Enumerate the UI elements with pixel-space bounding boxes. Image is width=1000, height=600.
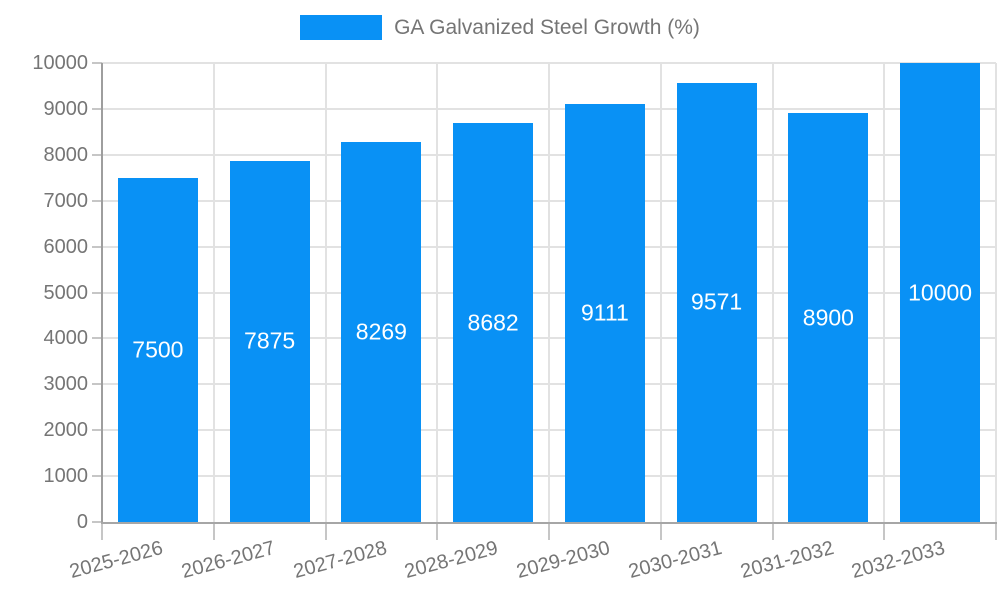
- bar[interactable]: 10000: [900, 63, 981, 522]
- bar[interactable]: 8900: [788, 113, 869, 522]
- y-axis-label: 3000: [43, 373, 89, 396]
- bar-value-label: 10000: [908, 279, 973, 305]
- bar[interactable]: 8269: [341, 142, 422, 522]
- gridline-vertical: [436, 63, 439, 522]
- y-axis-tick: [92, 337, 102, 340]
- gridline-vertical: [659, 63, 662, 522]
- x-axis-line: [101, 522, 997, 524]
- y-axis-label: 1000: [43, 465, 89, 488]
- x-axis-tick: [771, 522, 774, 540]
- x-axis-label: 2029-2030: [514, 537, 613, 584]
- gridline-vertical: [548, 63, 550, 522]
- y-axis-label: 2000: [43, 419, 89, 442]
- legend-item[interactable]: GA Galvanized Steel Growth (%): [0, 15, 1000, 40]
- bar-value-label: 7500: [132, 336, 184, 363]
- y-axis-tick: [92, 521, 102, 523]
- x-axis-label: 2026-2027: [179, 537, 278, 584]
- y-axis-tick: [92, 62, 102, 64]
- x-axis-tick: [548, 522, 550, 540]
- x-axis-tick: [436, 522, 439, 540]
- y-axis-label: 5000: [43, 281, 89, 304]
- y-axis-tick: [92, 107, 102, 110]
- bar-value-label: 8269: [355, 318, 407, 345]
- gridline-vertical: [883, 63, 886, 522]
- gridline-vertical: [324, 63, 327, 522]
- y-axis-tick: [92, 199, 102, 202]
- y-axis-line: [101, 63, 103, 524]
- x-axis-tick: [659, 522, 662, 540]
- gridline-vertical: [995, 63, 997, 522]
- gridline-vertical: [212, 63, 215, 522]
- y-axis-label: 8000: [43, 143, 89, 166]
- bar-value-label: 9111: [580, 299, 629, 326]
- y-axis-label: 6000: [43, 235, 89, 258]
- x-axis-tick: [212, 522, 215, 540]
- bar[interactable]: 9571: [676, 82, 757, 522]
- y-axis-label: 9000: [43, 97, 89, 120]
- y-axis-tick: [92, 291, 102, 294]
- x-axis-label: 2031-2032: [737, 537, 837, 584]
- gridline-vertical: [771, 63, 774, 522]
- legend-label: GA Galvanized Steel Growth (%): [394, 16, 700, 39]
- x-axis-tick: [995, 522, 997, 540]
- y-axis-tick: [92, 383, 102, 386]
- y-axis-label: 10000: [32, 52, 88, 74]
- bar[interactable]: 9111: [564, 103, 645, 522]
- y-axis-tick: [92, 245, 102, 248]
- bar-value-label: 8900: [802, 304, 854, 331]
- bar[interactable]: 7500: [117, 177, 198, 522]
- legend-swatch-icon: [300, 15, 383, 40]
- y-axis-label: 0: [76, 511, 88, 533]
- x-axis-label: 2025-2026: [67, 537, 166, 584]
- y-axis-label: 4000: [43, 327, 89, 350]
- bar[interactable]: 7875: [229, 160, 310, 522]
- x-axis-tick: [324, 522, 327, 540]
- bar-value-label: 8682: [467, 309, 519, 336]
- y-axis-tick: [92, 475, 102, 478]
- x-axis-label: 2030-2031: [626, 537, 725, 584]
- y-axis-tick: [92, 429, 102, 432]
- y-axis-label: 7000: [43, 189, 89, 212]
- bar-value-label: 9571: [691, 288, 743, 315]
- x-axis-label: 2027-2028: [290, 537, 390, 584]
- x-axis-label: 2028-2029: [402, 537, 501, 584]
- bar[interactable]: 8682: [453, 123, 534, 522]
- y-axis-tick: [92, 153, 102, 156]
- x-axis-tick: [101, 522, 103, 540]
- x-axis-tick: [883, 522, 886, 540]
- x-axis-label: 2032-2033: [849, 537, 948, 584]
- bar-value-label: 7875: [244, 327, 296, 354]
